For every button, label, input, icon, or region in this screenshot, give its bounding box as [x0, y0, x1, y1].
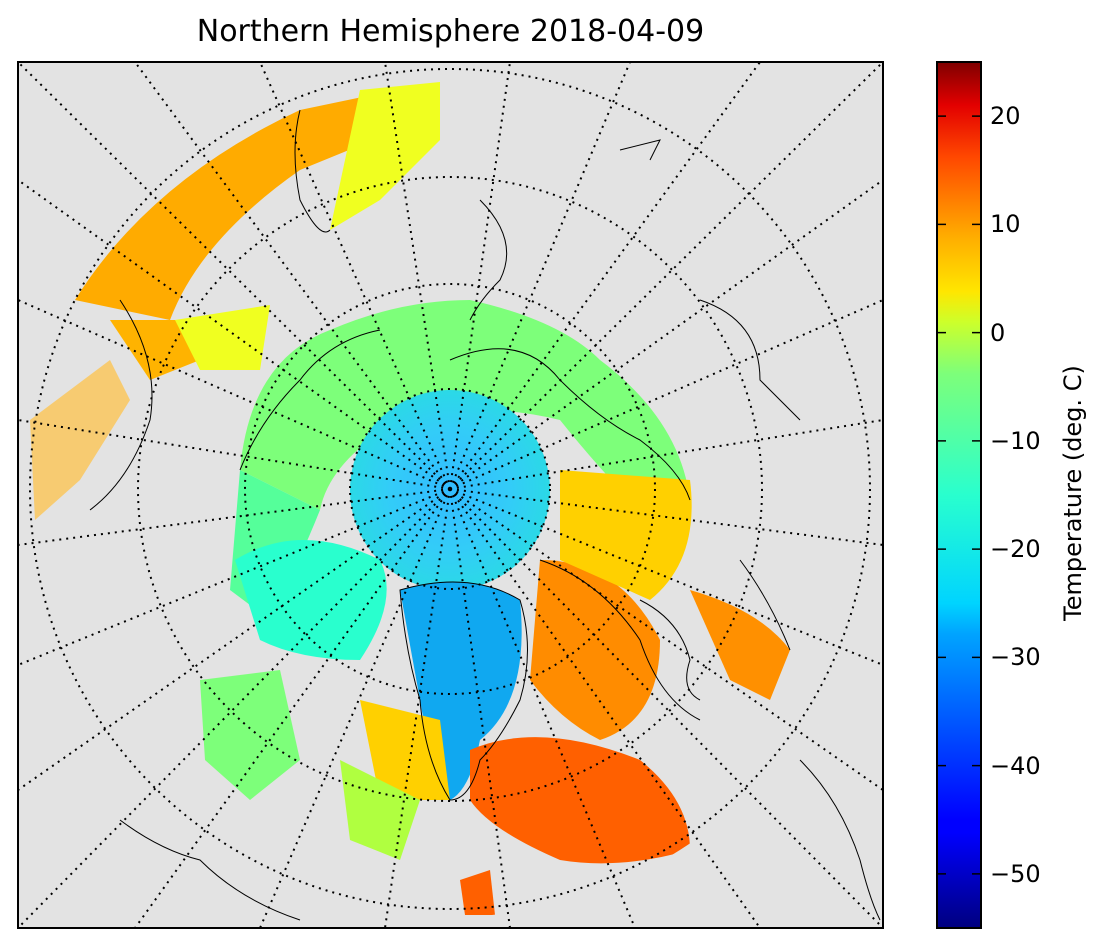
colorbar-tick-label: 10 — [990, 210, 1021, 239]
graticule — [18, 62, 883, 928]
temperature-swath — [110, 320, 200, 380]
colorbar-tick-label: 20 — [990, 102, 1021, 131]
temperature-swath — [340, 760, 420, 860]
colorbar-tick-label: −10 — [990, 426, 1041, 455]
temperature-swath — [690, 590, 790, 700]
colorbar-tick-label: −50 — [990, 859, 1041, 888]
temperature-swath — [30, 360, 130, 520]
colorbar-label: Temperature (deg. C) — [1059, 365, 1087, 621]
temperature-swath — [330, 82, 440, 230]
colorbar-ticks — [937, 115, 981, 875]
temperature-swath — [75, 85, 420, 320]
map-title: Northern Hemisphere 2018-04-09 — [196, 14, 705, 49]
temperature-swath — [235, 540, 387, 660]
temperature-swath — [530, 560, 660, 740]
temperature-swath — [200, 670, 300, 800]
temperature-swath — [460, 870, 495, 915]
temperature-swath — [175, 305, 270, 370]
colorbar-tick-label: −40 — [990, 751, 1041, 780]
temperature-swath — [560, 470, 692, 600]
coastlines — [89, 109, 881, 921]
temperature-swath — [470, 737, 690, 864]
colorbar-tick-label: 0 — [990, 318, 1006, 347]
map-frame — [17, 61, 884, 929]
map-panel — [18, 62, 883, 928]
colorbar — [936, 61, 982, 929]
temperature-swath — [360, 700, 450, 800]
colorbar-tick-label: −20 — [990, 535, 1041, 564]
colorbar-tick-label: −30 — [990, 643, 1041, 672]
